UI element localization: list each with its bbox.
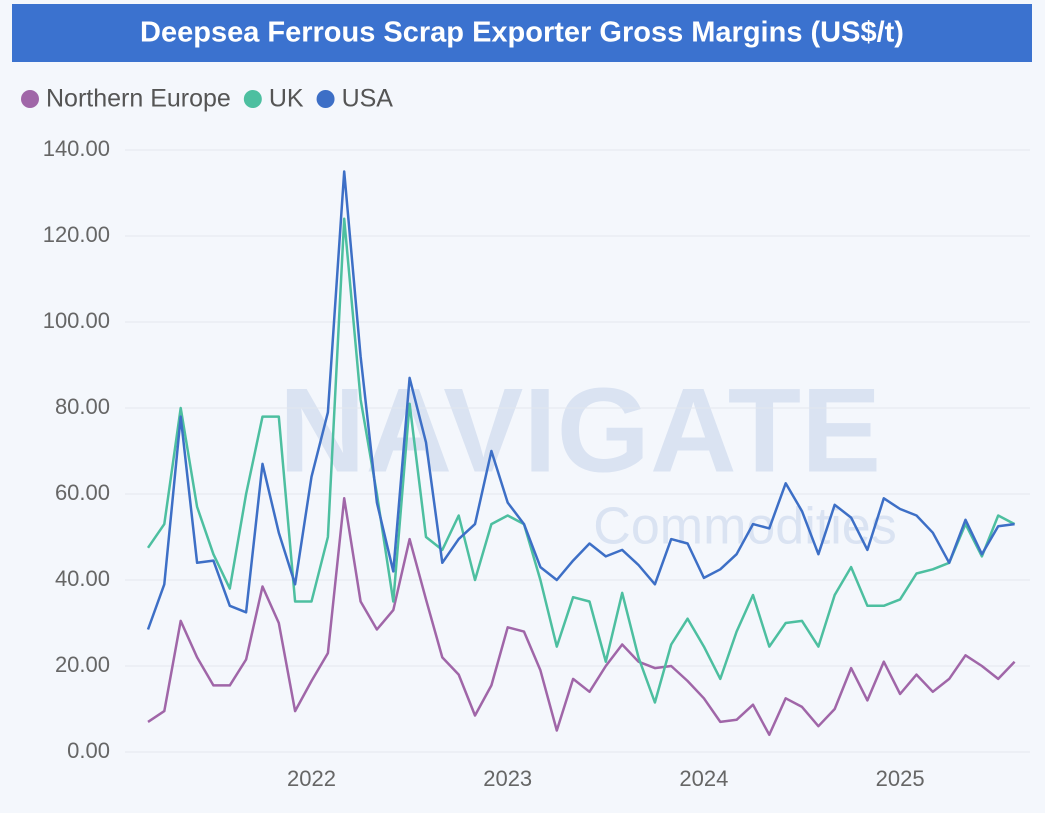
y-tick-label: 140.00 [43, 136, 110, 161]
title-bar [12, 4, 1032, 62]
y-tick-label: 60.00 [55, 480, 110, 505]
watermark: NAVIGATE [279, 364, 881, 498]
chart-title: Deepsea Ferrous Scrap Exporter Gross Mar… [140, 17, 904, 49]
x-tick-label: 2023 [483, 766, 532, 791]
legend-label: UK [269, 85, 304, 113]
x-tick-label: 2022 [287, 766, 336, 791]
series-line [147, 497, 1016, 737]
legend-label: USA [342, 85, 394, 113]
series-line [146, 217, 1016, 704]
legend-marker [21, 90, 39, 108]
series-line [146, 170, 1015, 630]
y-tick-label: 40.00 [55, 566, 110, 591]
y-tick-label: 100.00 [43, 308, 110, 333]
y-tick-label: 120.00 [43, 222, 110, 247]
legend-label: Northern Europe [46, 85, 231, 113]
y-tick-label: 20.00 [55, 652, 110, 677]
x-tick-label: 2024 [679, 766, 728, 791]
watermark: Commodities [593, 498, 896, 556]
legend: Northern Europe UK USA [21, 85, 393, 113]
legend-marker [316, 90, 335, 108]
y-tick-label: 80.00 [55, 394, 110, 419]
x-tick-label: 2025 [876, 766, 925, 791]
y-tick-label: 0.00 [67, 738, 110, 763]
legend-marker [243, 90, 262, 108]
